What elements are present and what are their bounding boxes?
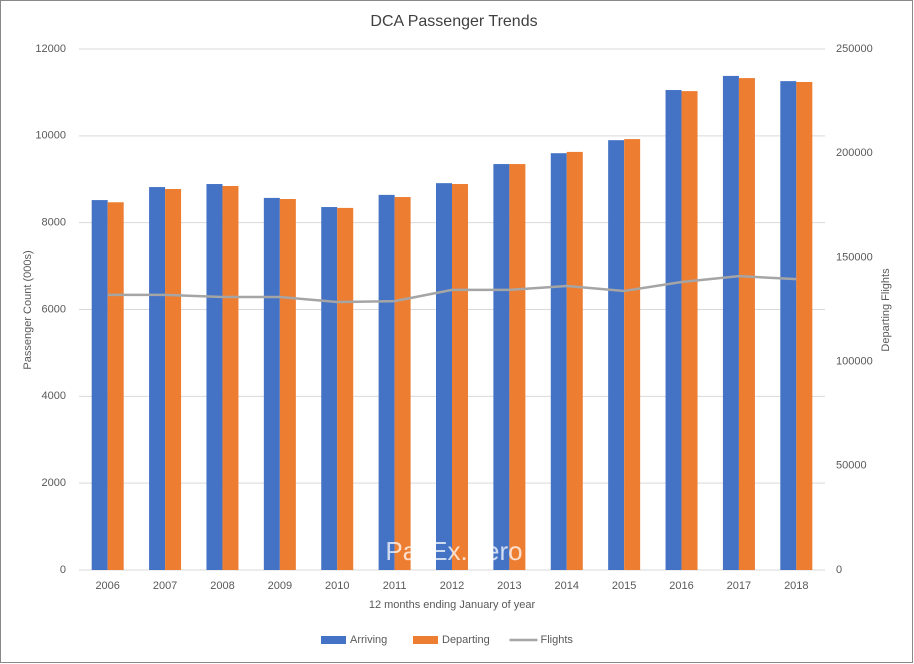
bar — [608, 140, 625, 571]
bar — [436, 183, 452, 570]
legend-label: Flights — [541, 634, 574, 646]
y-tick-label: 10000 — [35, 130, 66, 142]
y-tick-label: 8000 — [42, 217, 66, 229]
legend-swatch — [321, 636, 346, 644]
bar — [681, 91, 698, 570]
line — [107, 274, 797, 304]
y2-tick-label: 0 — [836, 564, 842, 576]
y-tick-label: 4000 — [42, 390, 66, 402]
y-tick-label: 12000 — [35, 43, 66, 55]
legend-swatch — [413, 636, 438, 644]
y2-tick-label: 50000 — [836, 460, 867, 472]
x-tick-label: 2014 — [555, 580, 579, 592]
x-tick-label: 2011 — [383, 580, 407, 592]
y-axis-label: Passenger Count (000s) — [22, 250, 34, 369]
y-tick-label: 6000 — [42, 303, 66, 315]
bar — [337, 207, 354, 570]
x-tick-label: 2008 — [210, 580, 234, 592]
bar — [722, 75, 739, 570]
bar — [493, 164, 510, 570]
bar — [394, 197, 411, 570]
bar — [624, 139, 641, 570]
x-tick-label: 2013 — [497, 580, 521, 592]
y2-tick-label: 200000 — [836, 147, 873, 159]
bar — [780, 81, 797, 571]
bar — [263, 197, 280, 570]
bar — [222, 185, 239, 570]
legend-label: Departing — [442, 634, 490, 646]
bar — [378, 194, 395, 570]
chart-title: DCA Passenger Trends — [370, 13, 537, 30]
bar — [738, 78, 755, 570]
bar — [165, 189, 182, 571]
x-tick-label: 2018 — [784, 580, 808, 592]
bar — [91, 200, 108, 570]
x-tick-label: 2012 — [440, 580, 464, 592]
bar — [279, 199, 296, 570]
x-tick-label: 2006 — [95, 580, 119, 592]
y2-tick-label: 100000 — [836, 356, 873, 368]
y2-tick-label: 250000 — [836, 43, 873, 55]
bar — [665, 90, 682, 570]
bar — [796, 81, 813, 570]
bar — [321, 207, 338, 570]
x-tick-label: 2017 — [727, 580, 751, 592]
bar — [452, 184, 468, 571]
bar — [550, 153, 567, 570]
watermark: PaxEx.Aero — [385, 536, 522, 566]
bar — [509, 164, 526, 570]
y2-axis-label: Departing Flights — [880, 268, 892, 352]
bar — [206, 184, 223, 571]
y-tick-label: 0 — [60, 564, 66, 576]
x-tick-label: 2009 — [268, 580, 292, 592]
legend-label: Arriving — [350, 634, 387, 646]
x-tick-label: 2016 — [669, 580, 693, 592]
x-tick-label: 2010 — [325, 580, 349, 592]
x-tick-label: 2015 — [612, 580, 636, 592]
x-axis-label: 12 months ending January of year — [369, 599, 536, 611]
bar — [149, 187, 166, 570]
x-tick-label: 2007 — [153, 580, 177, 592]
bar — [107, 202, 124, 570]
y-tick-label: 2000 — [42, 477, 66, 489]
bar — [566, 151, 583, 570]
y2-tick-label: 150000 — [836, 251, 873, 263]
